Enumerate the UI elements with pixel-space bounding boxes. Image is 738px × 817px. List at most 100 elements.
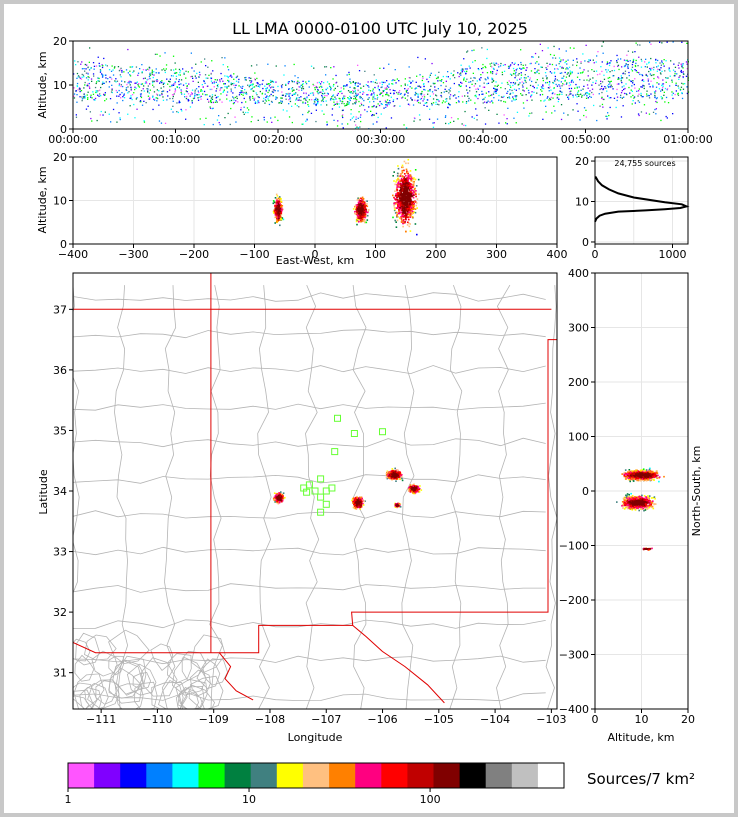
source-point — [672, 69, 675, 71]
source-point — [395, 226, 398, 228]
source-point — [145, 81, 147, 83]
source-point — [381, 103, 383, 105]
source-point — [201, 90, 203, 92]
source-point — [235, 121, 237, 123]
source-point — [328, 83, 330, 85]
source-point — [133, 103, 135, 106]
source-point — [93, 99, 95, 101]
source-point — [362, 104, 365, 107]
source-point — [572, 96, 574, 98]
source-point — [210, 100, 212, 102]
source-point — [342, 114, 344, 116]
source-point — [242, 85, 244, 88]
y-tick-label: 0 — [60, 238, 67, 251]
source-point — [182, 68, 184, 70]
source-point — [477, 87, 479, 90]
source-point — [491, 78, 493, 81]
source-point — [403, 124, 405, 126]
source-point — [653, 74, 655, 76]
source-point — [408, 211, 410, 214]
source-point — [627, 50, 629, 52]
source-point — [352, 92, 354, 94]
source-point — [172, 55, 175, 57]
source-point — [586, 84, 589, 86]
x-tick-label: 00:50:00 — [561, 133, 610, 146]
source-point — [678, 76, 680, 78]
source-point — [272, 95, 274, 97]
source-point — [440, 80, 442, 82]
source-point — [628, 71, 630, 74]
source-point — [395, 207, 398, 209]
source-point — [474, 83, 477, 85]
source-point — [361, 98, 364, 100]
source-point — [103, 93, 105, 96]
source-point — [160, 81, 162, 83]
source-point — [552, 97, 554, 99]
source-point — [100, 110, 102, 113]
source-point — [283, 74, 285, 76]
source-point — [546, 68, 548, 70]
source-point — [569, 70, 571, 72]
source-point — [342, 85, 345, 88]
source-point — [457, 72, 459, 74]
source-point — [648, 83, 650, 85]
source-point — [406, 187, 408, 190]
source-point — [506, 81, 509, 84]
source-point — [412, 196, 415, 199]
source-point — [403, 160, 406, 163]
source-point — [588, 61, 590, 63]
source-point — [381, 83, 383, 86]
source-point — [397, 212, 400, 215]
source-point — [178, 100, 180, 102]
source-point — [435, 101, 437, 103]
source-point — [79, 90, 81, 93]
source-point — [145, 102, 147, 104]
source-point — [398, 186, 400, 188]
figure-title: LL LMA 0000-0100 UTC July 10, 2025 — [232, 19, 528, 38]
source-point — [81, 76, 83, 78]
source-point — [131, 66, 134, 68]
source-point — [575, 83, 577, 86]
source-point — [317, 89, 319, 91]
source-point — [355, 94, 357, 97]
source-point — [409, 174, 412, 177]
source-point — [336, 125, 339, 127]
source-point — [110, 70, 113, 72]
source-point — [250, 88, 252, 90]
source-point — [418, 85, 421, 87]
source-point — [428, 76, 431, 78]
source-point — [224, 57, 226, 59]
source-point — [277, 211, 280, 213]
source-point — [151, 73, 153, 76]
source-point — [172, 84, 175, 86]
source-point — [316, 90, 318, 93]
source-point — [665, 77, 667, 79]
source-point — [194, 94, 196, 97]
source-point — [285, 93, 287, 95]
source-point — [521, 81, 523, 83]
source-point — [581, 94, 583, 97]
source-point — [524, 79, 526, 81]
source-point — [613, 69, 616, 72]
source-point — [550, 89, 552, 91]
source-point — [241, 90, 243, 92]
source-point — [646, 66, 648, 68]
source-point — [423, 83, 425, 85]
source-point — [368, 89, 370, 91]
source-point — [399, 212, 401, 215]
source-point — [498, 66, 500, 68]
source-point — [210, 97, 213, 99]
source-point — [156, 94, 159, 96]
source-point — [314, 88, 316, 91]
source-point — [595, 70, 598, 72]
source-point — [629, 92, 631, 94]
source-point — [80, 90, 83, 92]
source-point — [240, 93, 243, 95]
source-point — [354, 82, 356, 85]
source-point — [315, 85, 317, 88]
source-point — [98, 77, 100, 80]
source-point — [669, 75, 671, 77]
source-point — [508, 80, 510, 82]
source-point — [514, 77, 516, 79]
source-point — [680, 63, 682, 65]
